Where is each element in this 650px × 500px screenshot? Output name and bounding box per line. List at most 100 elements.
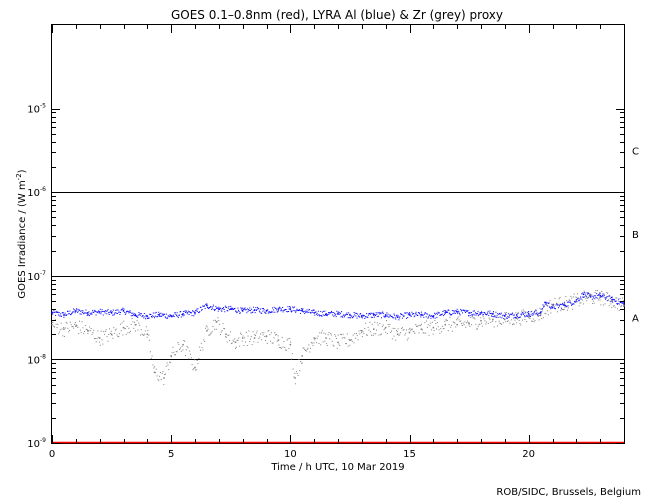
sample-point-zr-proxy xyxy=(378,334,380,336)
sample-point-zr-proxy xyxy=(420,325,422,327)
sample-point-zr-proxy xyxy=(231,342,233,344)
sample-point-lyra-al xyxy=(71,312,73,314)
sample-point-lyra-al xyxy=(56,311,58,313)
sample-point-lyra-al xyxy=(111,311,113,313)
sample-point-lyra-al xyxy=(428,316,430,318)
sample-point-lyra-al xyxy=(263,308,265,310)
sample-point-zr-proxy xyxy=(320,344,322,346)
sample-point-lyra-al xyxy=(505,314,507,316)
sample-point-lyra-al xyxy=(400,313,402,315)
sample-point-zr-proxy xyxy=(265,340,267,342)
sample-point-lyra-al xyxy=(182,315,184,317)
sample-point-zr-proxy xyxy=(150,357,152,359)
sample-point-zr-proxy xyxy=(470,317,472,319)
sample-point-lyra-al xyxy=(149,313,151,315)
sample-point-lyra-al xyxy=(216,307,218,309)
sample-point-lyra-al xyxy=(184,310,186,312)
sample-point-zr-proxy xyxy=(580,302,582,304)
x-tick-label-3: 15 xyxy=(403,449,416,460)
sample-point-zr-proxy xyxy=(286,339,288,341)
sample-point-lyra-al xyxy=(409,313,411,315)
sample-point-lyra-al xyxy=(389,314,391,316)
sample-point-lyra-al xyxy=(160,312,162,314)
data-point-lyra-al xyxy=(218,308,220,310)
sample-point-lyra-al xyxy=(524,316,526,318)
sample-point-lyra-al xyxy=(101,309,103,311)
sample-point-zr-proxy xyxy=(146,336,148,338)
sample-point-lyra-al xyxy=(360,313,362,315)
sample-point-lyra-al xyxy=(55,314,57,316)
sample-point-zr-proxy xyxy=(298,359,300,361)
sample-point-lyra-al xyxy=(363,315,365,317)
sample-point-zr-proxy xyxy=(122,334,124,336)
sample-point-zr-proxy xyxy=(523,310,525,312)
sample-point-lyra-al xyxy=(243,309,245,311)
sample-point-zr-proxy xyxy=(568,299,570,301)
sample-point-lyra-al xyxy=(344,314,346,316)
sample-point-zr-proxy xyxy=(401,328,403,330)
sample-point-lyra-al xyxy=(57,312,59,314)
sample-point-lyra-al xyxy=(301,308,303,310)
sample-point-lyra-al xyxy=(531,313,533,315)
sample-point-zr-proxy xyxy=(163,384,165,386)
sample-point-zr-proxy xyxy=(104,330,106,332)
sample-point-zr-proxy xyxy=(65,321,67,323)
sample-point-lyra-al xyxy=(289,306,291,308)
data-point-zr-proxy xyxy=(408,331,411,334)
sample-point-lyra-al xyxy=(365,316,367,318)
sample-point-lyra-al xyxy=(297,310,299,312)
sample-point-zr-proxy xyxy=(105,329,107,331)
sample-point-zr-proxy xyxy=(75,324,77,326)
sample-point-lyra-al xyxy=(616,303,618,305)
sample-point-zr-proxy xyxy=(184,340,186,342)
sample-point-lyra-al xyxy=(176,312,178,314)
sample-point-zr-proxy xyxy=(426,320,428,322)
sample-point-zr-proxy xyxy=(483,318,485,320)
sample-point-lyra-al xyxy=(345,313,347,315)
sample-point-zr-proxy xyxy=(454,322,456,324)
sample-point-zr-proxy xyxy=(460,320,462,322)
data-point-zr-proxy xyxy=(587,296,589,299)
sample-point-lyra-al xyxy=(621,301,623,303)
sample-point-zr-proxy xyxy=(391,338,393,340)
sample-point-lyra-al xyxy=(565,305,567,307)
sample-point-lyra-al xyxy=(350,317,352,319)
sample-point-zr-proxy xyxy=(202,349,204,351)
sample-point-zr-proxy xyxy=(91,333,93,335)
sample-point-zr-proxy xyxy=(317,335,319,337)
sample-point-lyra-al xyxy=(309,311,311,313)
sample-point-zr-proxy xyxy=(350,339,352,341)
sample-point-zr-proxy xyxy=(375,329,377,331)
sample-point-lyra-al xyxy=(322,314,324,316)
sample-point-zr-proxy xyxy=(515,312,517,314)
sample-point-lyra-al xyxy=(440,314,442,316)
data-point-lyra-al xyxy=(623,303,625,305)
sample-point-lyra-al xyxy=(287,306,289,308)
sample-point-zr-proxy xyxy=(552,303,554,305)
sample-point-zr-proxy xyxy=(388,326,390,328)
sample-point-zr-proxy xyxy=(507,320,509,322)
sample-point-zr-proxy xyxy=(410,329,412,331)
sample-point-zr-proxy xyxy=(498,320,500,322)
sample-point-lyra-al xyxy=(299,312,301,314)
sample-point-lyra-al xyxy=(522,313,524,315)
sample-point-lyra-al xyxy=(578,300,580,302)
sample-point-lyra-al xyxy=(163,313,165,315)
sample-point-lyra-al xyxy=(317,310,319,312)
sample-point-lyra-al xyxy=(335,313,337,315)
sample-point-zr-proxy xyxy=(214,319,216,321)
sample-point-lyra-al xyxy=(235,310,237,312)
sample-point-zr-proxy xyxy=(99,344,101,346)
sample-point-lyra-al xyxy=(181,314,183,316)
sample-point-lyra-al xyxy=(612,301,614,303)
sample-point-lyra-al xyxy=(546,302,548,304)
sample-point-zr-proxy xyxy=(557,304,559,306)
sample-point-lyra-al xyxy=(53,311,55,313)
sample-point-lyra-al xyxy=(568,301,570,303)
data-point-lyra-al xyxy=(241,310,244,312)
sample-point-zr-proxy xyxy=(90,328,92,330)
sample-point-lyra-al xyxy=(339,313,341,315)
y-tick-label-0: 10-9 xyxy=(27,437,46,450)
sample-point-lyra-al xyxy=(567,305,569,307)
sample-point-zr-proxy xyxy=(450,326,452,328)
